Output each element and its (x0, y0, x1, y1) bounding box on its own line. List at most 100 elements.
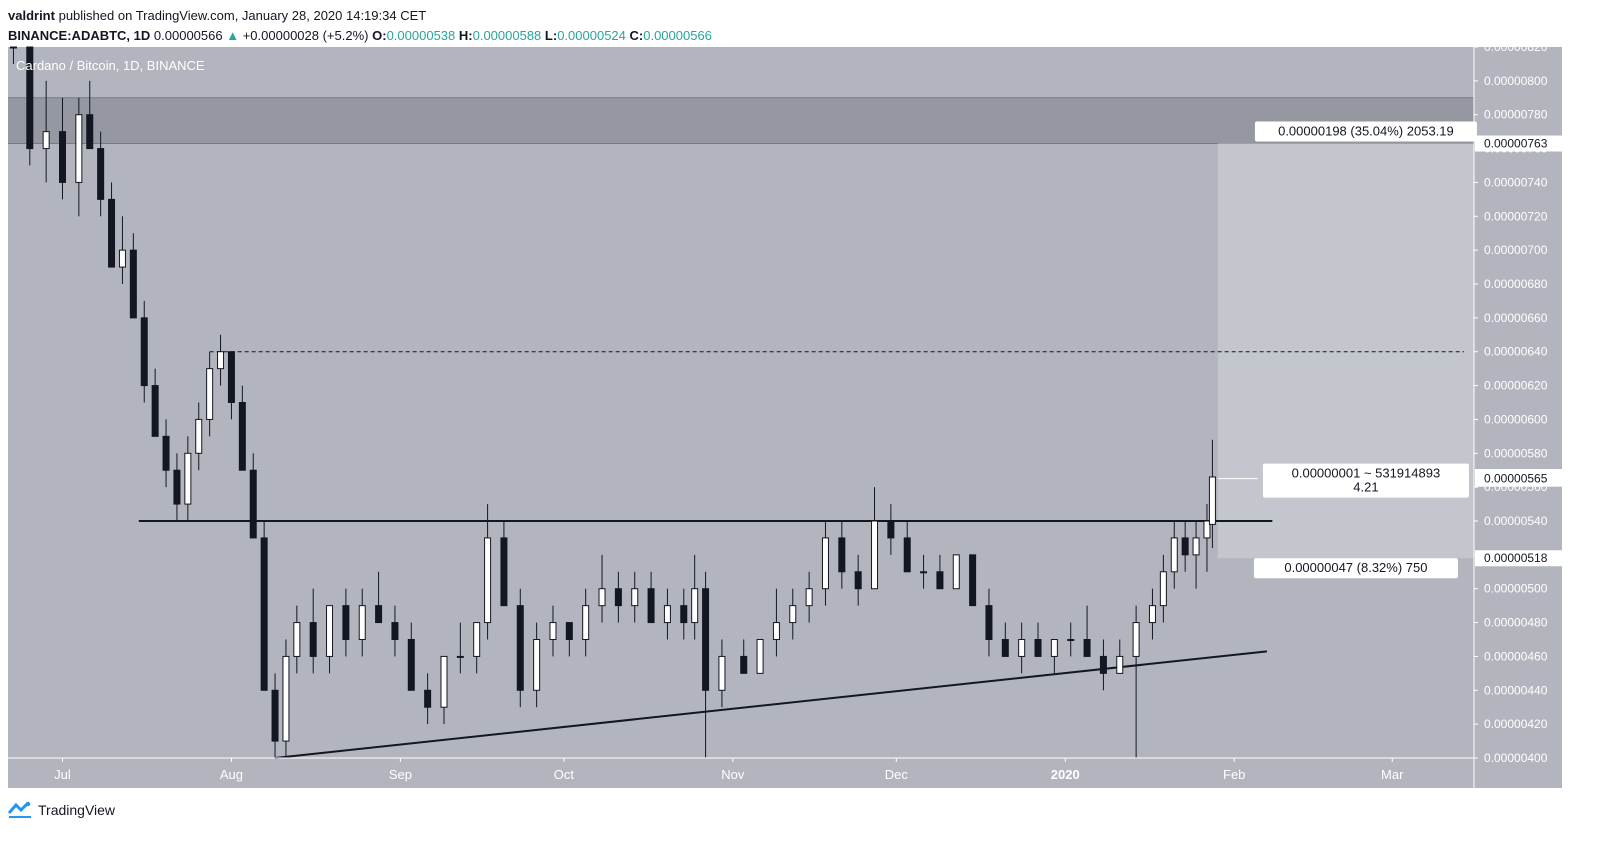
candle-body (309, 622, 317, 657)
candle-body (582, 605, 590, 641)
candle-body (1116, 655, 1124, 674)
candle-body (1181, 537, 1189, 556)
price-tick-label: 0.00000640 (1484, 345, 1548, 359)
price-tick-label: 0.00000780 (1484, 108, 1548, 122)
candle (326, 605, 334, 674)
candle (58, 97, 66, 200)
price-tick-label: 0.00000400 (1484, 751, 1548, 765)
candle (282, 639, 290, 758)
candle (9, 46, 17, 64)
time-axis-background (8, 758, 1474, 788)
candle-body (1208, 476, 1216, 525)
candle (391, 605, 399, 657)
candle (805, 571, 813, 623)
price-label-box[interactable] (1475, 550, 1562, 567)
time-tick-label: Nov (721, 767, 745, 782)
candle (1099, 639, 1107, 691)
candle (1132, 605, 1140, 758)
candle-body (282, 655, 290, 742)
candle (1116, 639, 1124, 674)
candle-body (260, 537, 268, 691)
change-arrow-icon: ▲ (226, 28, 240, 43)
price-tick-label: 0.00000720 (1484, 209, 1548, 223)
candle (516, 588, 524, 708)
candle-body (1148, 605, 1156, 624)
candle-body (358, 605, 366, 641)
price-label: 0.00000565 (1484, 472, 1548, 486)
candle (903, 521, 911, 573)
candle (26, 46, 34, 166)
candle-body (456, 655, 464, 658)
price-change: +0.00000028 (+5.2%) (242, 28, 369, 43)
author-name[interactable]: valdrint (8, 8, 55, 23)
candle-body (118, 249, 126, 268)
price-tick-label: 0.00000540 (1484, 514, 1548, 528)
candle-body (663, 605, 671, 624)
candle (184, 436, 192, 521)
candle-body (614, 588, 622, 607)
price-tick-label: 0.00000660 (1484, 311, 1548, 325)
candle-body (533, 639, 541, 691)
candle (473, 622, 481, 674)
candle-body (424, 689, 432, 708)
candle (195, 402, 203, 471)
candle (614, 571, 622, 623)
candle (151, 368, 159, 437)
candle-body (151, 385, 159, 437)
candle-body (407, 639, 415, 691)
open-value: 0.00000538 (386, 28, 456, 43)
candle (1050, 639, 1058, 674)
candle-body (1018, 639, 1026, 657)
candle (1018, 622, 1026, 674)
time-tick-label: Feb (1223, 767, 1245, 782)
candle-body (227, 351, 235, 404)
candle-body (42, 131, 50, 150)
tradingview-footer[interactable]: TradingView (8, 798, 115, 822)
candle-body (920, 571, 928, 574)
candle-body (238, 402, 246, 471)
candle (598, 554, 606, 623)
candle (407, 622, 415, 691)
candle-body (129, 249, 137, 319)
candle-body (789, 605, 797, 624)
candle-body (1192, 537, 1200, 556)
price-label-box[interactable] (1475, 470, 1562, 487)
candle (680, 588, 688, 640)
candle (217, 334, 225, 386)
candle-body (173, 469, 181, 505)
time-axis[interactable]: Jul Aug Sep Oct Nov Dec 2020 Feb Mar (8, 757, 1474, 782)
candle-body (952, 554, 960, 590)
high-label: H: (458, 28, 473, 43)
candle-body (271, 689, 279, 742)
price-axis[interactable]: 0.00000400 0.00000420 0.00000440 0.00000460… (1473, 40, 1562, 788)
candle (691, 554, 699, 640)
candle (500, 521, 508, 607)
candle-body (718, 655, 726, 691)
candle-body (1132, 622, 1140, 657)
candle (440, 655, 448, 725)
candle (118, 216, 126, 284)
price-tick-label: 0.00000440 (1484, 683, 1548, 697)
price-label-box[interactable] (1475, 135, 1562, 152)
candle-body (549, 622, 557, 640)
candle-body (805, 588, 813, 607)
candle-body (702, 588, 710, 691)
candle (647, 571, 655, 624)
close-value: 0.00000566 (643, 28, 712, 43)
candle (238, 385, 246, 471)
candle-body (1099, 655, 1107, 674)
labels-layer: 0.00000198 (35.04%) 2053.19 0.00000047 (8… (1253, 121, 1477, 579)
projection-target-label-box (1254, 121, 1477, 142)
candle-body (140, 317, 148, 387)
candle-body (217, 351, 225, 370)
candle-body (9, 46, 17, 49)
symbol-label[interactable]: BINANCE:ADABTC, 1D (8, 28, 151, 43)
candle (293, 605, 301, 674)
candle (936, 554, 944, 590)
tradingview-logo-icon (8, 801, 31, 818)
candle (424, 673, 432, 725)
candle (1192, 521, 1200, 589)
low-label: L: (544, 28, 558, 43)
candle-body (1034, 639, 1042, 657)
